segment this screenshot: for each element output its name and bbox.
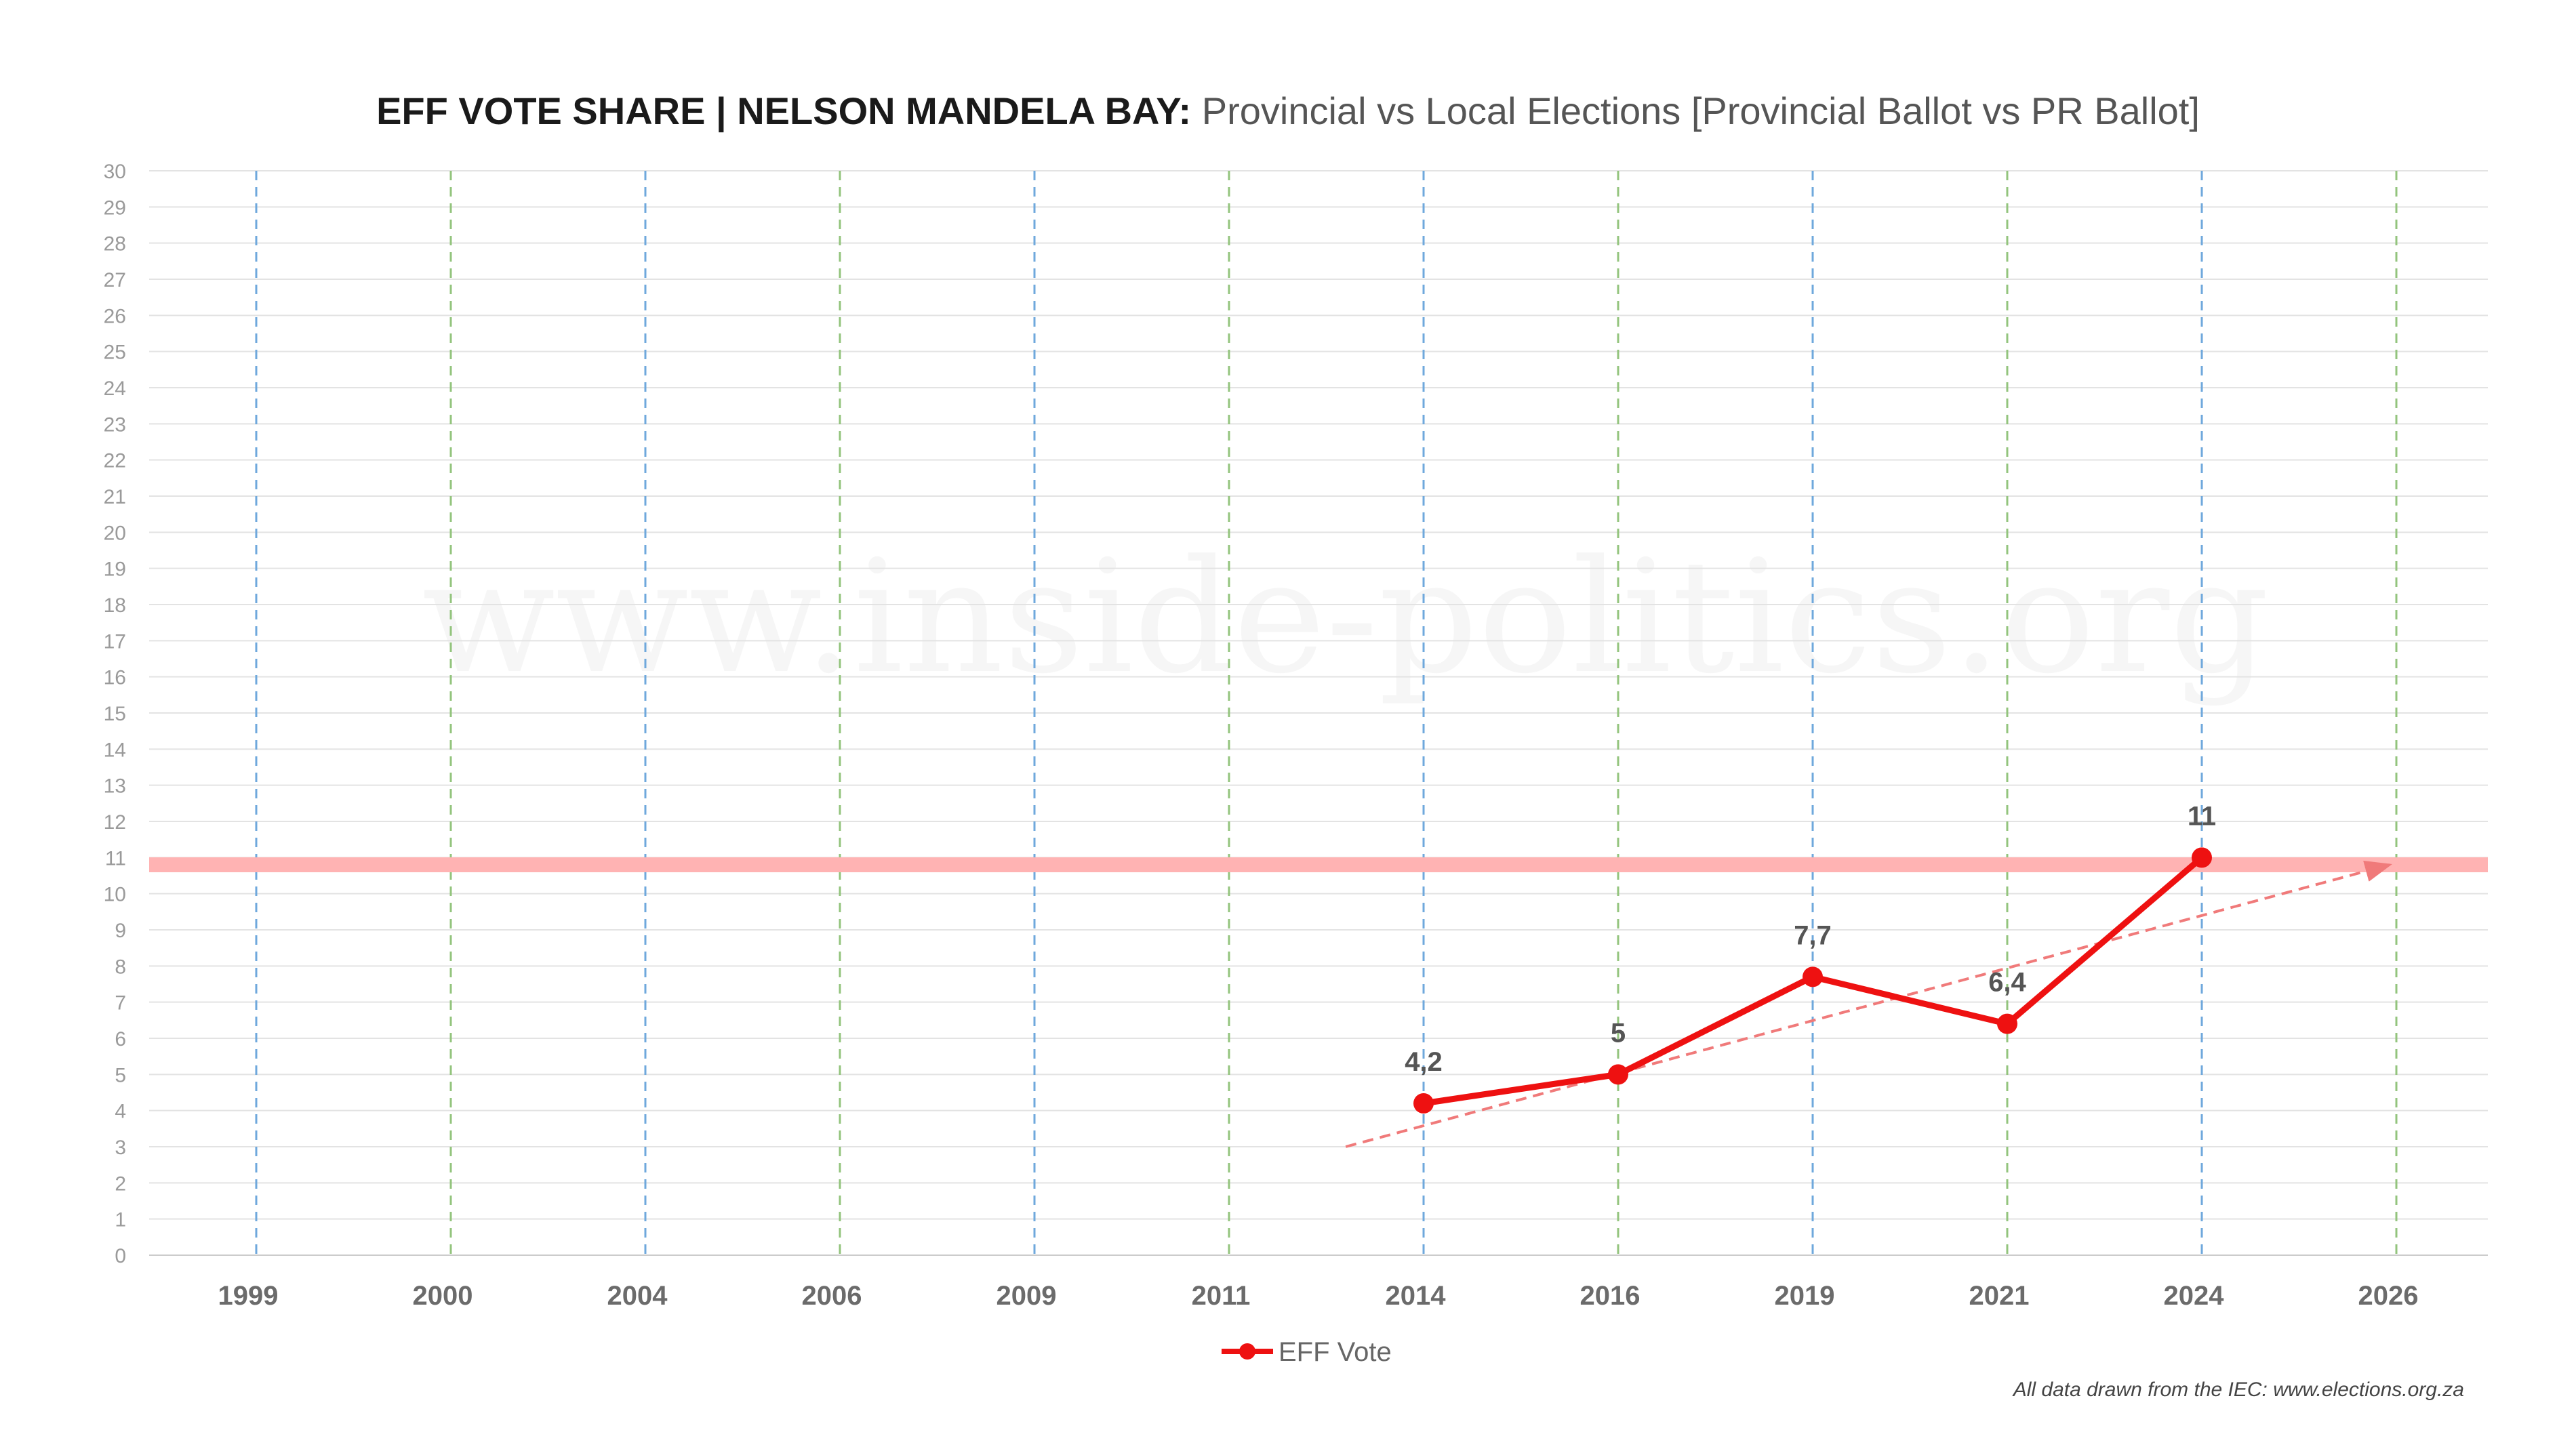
data-point-2014[interactable]: [1413, 1093, 1434, 1114]
x-tick-label-2026: 2026: [2358, 1281, 2419, 1311]
y-tick-label: 13: [104, 775, 126, 798]
chart-title-regular: Provincial vs Local Elections [Provincia…: [1191, 89, 2200, 132]
y-tick-label: 18: [104, 594, 126, 617]
y-tick-label: 23: [104, 413, 126, 436]
y-tick-label: 19: [104, 558, 126, 581]
data-label-2021: 6,4: [1988, 968, 2026, 998]
y-tick-label: 3: [115, 1137, 126, 1159]
x-tick-label-2024: 2024: [2164, 1281, 2225, 1311]
y-tick-label: 27: [104, 269, 126, 291]
y-tick-label: 26: [104, 305, 126, 327]
y-tick-label: 28: [104, 233, 126, 256]
data-point-2019[interactable]: [1803, 966, 1823, 987]
chart-title-bold: EFF VOTE SHARE | NELSON MANDELA BAY:: [376, 89, 1191, 133]
y-tick-label: 10: [104, 884, 126, 906]
x-tick-label-2014: 2014: [1386, 1281, 1447, 1311]
x-axis-ticks: 1999 2000 2004 2006 2009 2011 2014 2016 2019 2021…: [218, 1281, 2419, 1311]
y-tick-label: 8: [115, 956, 126, 978]
data-point-2021[interactable]: [1997, 1013, 2017, 1034]
y-axis-ticks: 0123456789101112131415161718192021222324…: [104, 161, 126, 1267]
y-tick-label: 11: [105, 847, 126, 870]
trend-arrow-layer: [1345, 860, 2392, 1148]
y-tick-label: 9: [115, 920, 126, 942]
y-tick-label: 2: [115, 1172, 126, 1195]
data-label-2024: 11: [2188, 801, 2216, 831]
data-label-2014: 4,2: [1405, 1047, 1443, 1077]
y-tick-label: 17: [104, 630, 126, 653]
x-tick-label-2019: 2019: [1775, 1281, 1835, 1311]
y-tick-label: 29: [104, 197, 126, 219]
horizontal-gridlines: [149, 170, 2488, 1220]
y-tick-label: 14: [104, 739, 126, 761]
y-tick-label: 15: [104, 703, 126, 725]
y-tick-label: 12: [104, 811, 126, 834]
y-tick-label: 5: [115, 1064, 126, 1086]
x-tick-label-1999: 1999: [218, 1281, 279, 1311]
watermark: www.inside-politics.org: [422, 527, 2269, 708]
series-layer: [1413, 847, 2212, 1114]
x-tick-label-2011: 2011: [1192, 1281, 1251, 1311]
data-point-2016[interactable]: [1608, 1064, 1628, 1085]
y-tick-label: 6: [115, 1028, 126, 1050]
x-tick-label-2009: 2009: [997, 1281, 1057, 1311]
legend-label: EFF Vote: [1279, 1337, 1392, 1367]
y-tick-label: 20: [104, 522, 126, 544]
y-tick-label: 21: [104, 486, 126, 508]
y-tick-label: 7: [115, 992, 126, 1015]
data-labels: 4,2 5 7,7 6,4 11: [1405, 801, 2216, 1077]
y-tick-label: 22: [104, 450, 126, 472]
data-label-2016: 5: [1611, 1018, 1626, 1048]
source-note: All data drawn from the IEC: www.electio…: [2012, 1379, 2464, 1401]
x-tick-label-2006: 2006: [802, 1281, 862, 1311]
y-tick-label: 16: [104, 667, 126, 689]
y-tick-label: 30: [104, 161, 126, 183]
data-point-2024[interactable]: [2192, 847, 2212, 868]
y-tick-label: 25: [104, 342, 126, 364]
y-tick-label: 24: [104, 377, 126, 400]
data-label-2019: 7,7: [1794, 920, 1832, 950]
legend[interactable]: EFF Vote: [1222, 1337, 1392, 1367]
x-tick-label-2016: 2016: [1580, 1281, 1641, 1311]
x-tick-label-2004: 2004: [607, 1281, 668, 1311]
y-tick-label: 4: [115, 1101, 126, 1123]
x-tick-label-2000: 2000: [413, 1281, 473, 1311]
legend-marker: [1239, 1343, 1255, 1360]
chart-title: EFF VOTE SHARE | NELSON MANDELA BAY: Pro…: [376, 89, 2200, 133]
y-tick-label: 1: [115, 1209, 126, 1231]
y-tick-label: 0: [115, 1245, 126, 1267]
x-tick-label-2021: 2021: [1969, 1281, 2030, 1311]
trend-arrow: [1345, 860, 2392, 1148]
